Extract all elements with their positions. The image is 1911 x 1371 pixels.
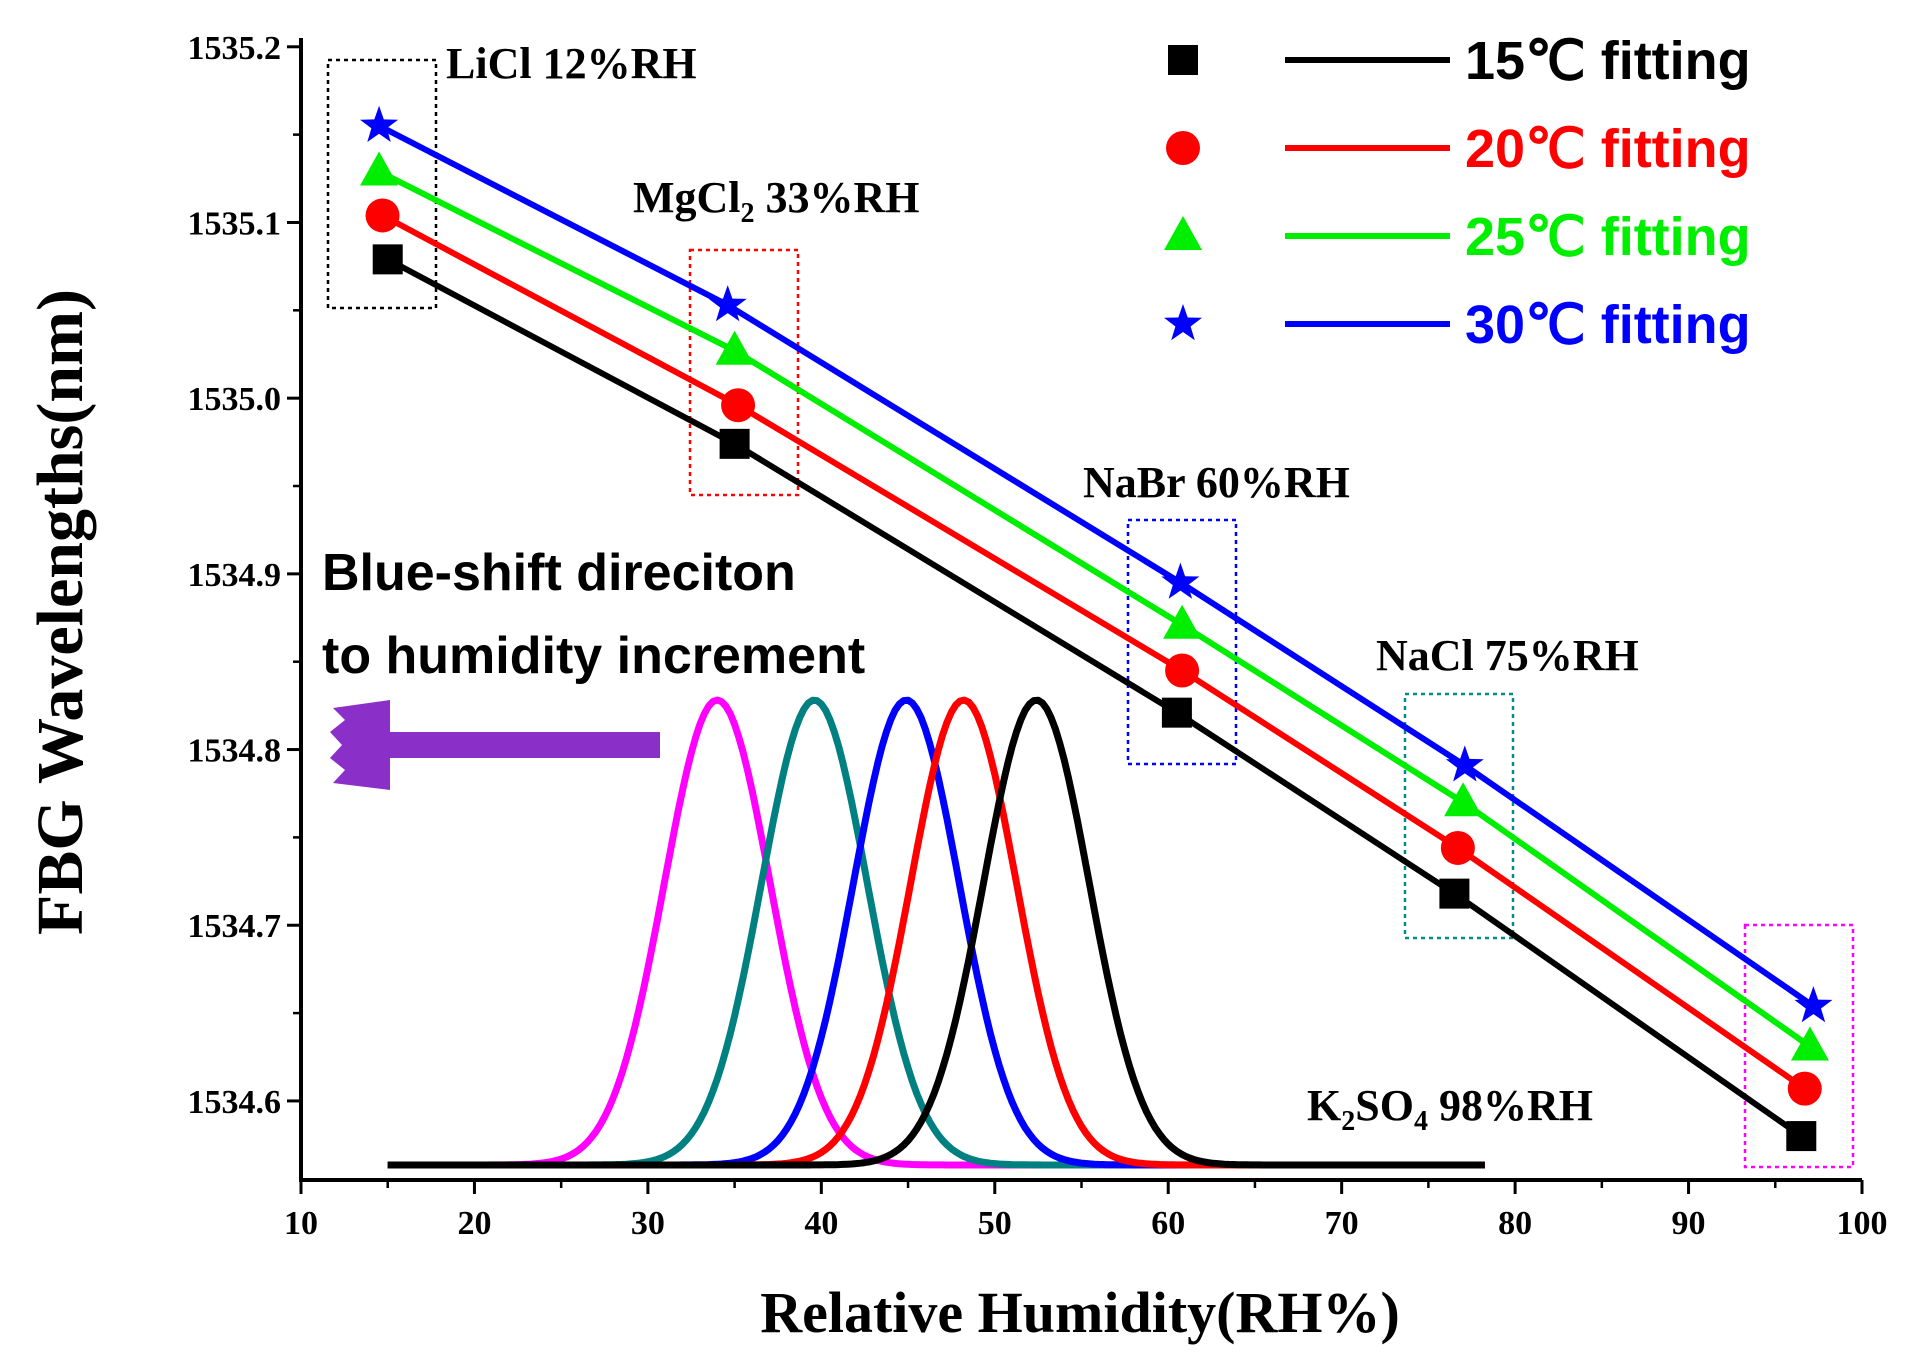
data-point (1164, 216, 1202, 250)
x-tick-label: 70 (1325, 1205, 1359, 1242)
x-axis-title: Relative Humidity(RH%) (760, 1280, 1400, 1345)
y-tick-label: 1535.0 (188, 381, 282, 418)
y-tick-label: 1535.1 (188, 205, 282, 242)
y-tick-label: 1534.6 (188, 1084, 282, 1121)
data-point (1794, 986, 1833, 1023)
k2so4-label: K2SO4 98%RH (1307, 1081, 1593, 1137)
legend: 15℃ fitting 20℃ fitting 25℃ fitting 30℃ fit… (1164, 31, 1751, 355)
x-tick-label: 50 (978, 1205, 1012, 1242)
data-point (1787, 1071, 1822, 1106)
data-point (719, 428, 750, 459)
legend-label: 30℃ fitting (1465, 295, 1751, 355)
data-point (1164, 304, 1202, 341)
x-tick-label: 40 (804, 1205, 838, 1242)
mgcl2-label: MgCl2 33%RH (633, 173, 920, 229)
x-tick-label: 60 (1151, 1205, 1185, 1242)
licl-region-box (326, 58, 438, 310)
legend-label: 25℃ fitting (1465, 207, 1751, 267)
legend-label: 20℃ fitting (1465, 119, 1751, 179)
x-tick-label: 80 (1498, 1205, 1532, 1242)
blue-shift-line-2: to humidity increment (322, 627, 865, 685)
data-point (360, 105, 399, 142)
x-tick-label: 20 (457, 1205, 491, 1242)
nacl-label: NaCl 75%RH (1376, 631, 1639, 680)
spectra-group (387, 696, 1485, 1169)
nabr-label: NaBr 60%RH (1083, 458, 1350, 507)
data-point (708, 285, 747, 322)
data-point (372, 244, 403, 275)
x-tick-label: 100 (1837, 1205, 1888, 1242)
legend-label: 15℃ fitting (1465, 31, 1751, 91)
k2so4-so: SO (1355, 1081, 1414, 1130)
blue-shift-line-1: Blue-shift direciton (322, 544, 796, 602)
x-tick-label: 30 (631, 1205, 665, 1242)
k2so4-sub1: 2 (1341, 1106, 1355, 1137)
mgcl2-rest: 33%RH (755, 173, 920, 222)
data-point (1786, 1121, 1817, 1152)
data-point (1439, 878, 1470, 909)
data-point (1165, 653, 1200, 688)
spectrum-peak (387, 696, 1485, 1169)
licl-label: LiCl 12%RH (446, 39, 697, 88)
data-point (360, 151, 399, 186)
y-tick-label: 1534.9 (188, 557, 282, 594)
mgcl2-subscript: 2 (741, 198, 755, 229)
data-point (715, 330, 754, 365)
k2so4-k: K (1307, 1081, 1341, 1130)
series-markers (360, 105, 1833, 1152)
data-point (1790, 1026, 1829, 1061)
data-point (721, 388, 756, 423)
x-tick-label: 10 (284, 1205, 318, 1242)
y-axis-title: FBG Wavelengths(nm) (24, 289, 97, 935)
data-point (1444, 782, 1483, 817)
k2so4-rest: 98%RH (1428, 1081, 1593, 1130)
y-ticks: 1534.6 1534.7 1534.8 1534.9 1535.0 1535.1 1535… (188, 30, 301, 1121)
y-tick-label: 1535.2 (188, 30, 282, 67)
data-point (1161, 697, 1192, 728)
k2so4-sub2: 4 (1414, 1106, 1428, 1137)
data-point (1440, 830, 1475, 865)
y-tick-label: 1534.7 (188, 908, 282, 945)
x-ticks: 10 20 30 40 50 60 70 80 90 100 (284, 1180, 1888, 1242)
mgcl2-salt: MgCl (633, 173, 741, 222)
data-point (365, 198, 400, 233)
data-point (1163, 604, 1202, 639)
blue-shift-arrow (330, 700, 660, 790)
x-tick-label: 90 (1672, 1205, 1706, 1242)
data-point (1168, 45, 1198, 75)
data-point (1445, 745, 1484, 782)
data-point (1161, 562, 1200, 599)
data-point (1166, 131, 1200, 165)
y-tick-label: 1534.8 (188, 733, 282, 770)
